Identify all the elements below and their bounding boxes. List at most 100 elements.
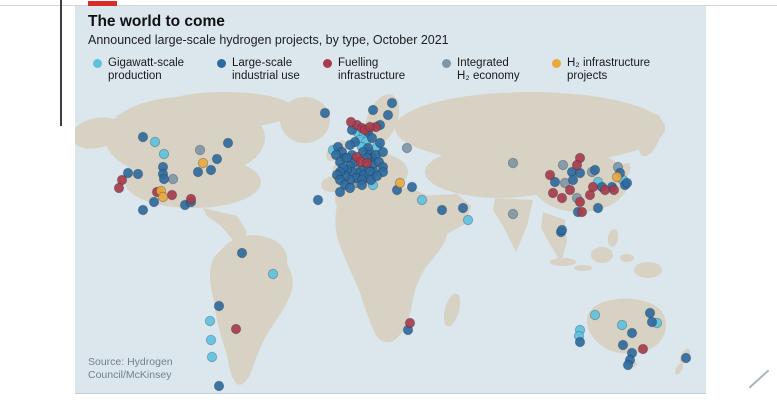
project-dot [194,144,206,156]
project-dot [592,202,604,214]
project-dot [166,189,178,201]
legend-label: Fuelling infrastructure [338,57,405,82]
legend-item-integrated-economy: Integrated H₂ economy [442,57,520,82]
project-dot [113,182,125,194]
chart-subtitle: Announced large-scale hydrogen projects,… [88,33,449,47]
project-dot [205,334,217,346]
landmass-philippines [607,229,619,247]
landmass-cuba [218,216,236,222]
legend-label-line2: H₂ economy [457,69,520,82]
landmass-africa [334,183,448,343]
project-dot [549,176,561,188]
project-dot [406,181,418,193]
legend-label-line2: production [108,69,162,82]
project-dot [236,247,248,259]
project-dot [626,327,638,339]
landmass-mexico [203,208,247,244]
project-dot [361,157,373,169]
project-dot [345,116,357,128]
project-dot [608,184,620,196]
source-note: Source: Hydrogen Council/McKinsey [88,356,173,382]
project-dot [386,97,398,109]
chart-title: The world to come [88,13,225,30]
landmass-greenland [280,97,330,143]
project-dot [158,173,170,185]
project-dot [557,159,569,171]
landmass-italy [371,184,385,208]
landmass-java [574,265,592,271]
project-dot [544,169,556,181]
project-dot [122,167,134,179]
project-dot [556,192,568,204]
accent-bar [88,1,117,7]
landmass-new-guinea [634,262,662,278]
source-line1: Source: Hydrogen [88,356,173,368]
corner-mark-artifact [748,369,770,389]
legend-label: Gigawatt-scale production [108,57,184,82]
project-dot [132,168,144,180]
project-dot [599,184,611,196]
project-dot [206,351,218,363]
project-dot [364,121,376,133]
project-dot [589,164,601,176]
project-dot [167,173,179,185]
project-dot [367,104,379,116]
legend-label-line1: Integrated [457,57,509,69]
landmass-china [532,152,628,212]
project-dot [374,137,386,149]
project-dot [621,177,633,189]
project-dot [230,323,242,335]
project-dot [344,182,356,194]
project-dot [137,131,149,143]
project-dot [617,339,629,351]
project-dot [571,159,583,171]
legend-label-line1: H₂ infrastructure [567,57,651,69]
landmass-sulawesi [620,254,634,262]
legend-label-line1: Large-scale [232,57,293,69]
project-dot [382,109,394,121]
project-dot [148,196,160,208]
landmass-arabia [419,194,471,234]
project-dot [366,132,378,144]
project-dot [197,157,209,169]
legend-label-line2: projects [567,69,608,82]
landmass-kamchatka [638,113,662,157]
project-dot [507,208,519,220]
landmass-arctic-canada [155,92,295,128]
project-dot [149,136,161,148]
landmass-madagascar [443,293,461,327]
legend-dot-industrial-use [217,59,226,68]
project-dot [334,186,346,198]
legend-item-gigawatt-production: Gigawatt-scale production [93,57,184,82]
legend-item-industrial-use: Large-scale industrial use [217,57,300,82]
project-dot [211,153,223,165]
project-dot [404,317,416,329]
project-dot [371,170,383,182]
project-dot [312,194,324,206]
legend-dot-h2-infrastructure [552,59,561,68]
legend-label: Integrated H₂ economy [457,57,520,82]
chart-card: The world to come Announced large-scale … [75,6,706,394]
legend-dot-gigawatt-production [93,59,102,68]
legend-dot-fuelling-infrastructure [323,59,332,68]
project-dot [547,187,559,199]
project-dot [205,164,217,176]
project-dot [567,174,579,186]
project-dot [356,179,368,191]
legend-label: Large-scale industrial use [232,57,300,82]
left-edge-artifact [60,0,62,126]
project-dot [213,380,225,392]
project-dot [457,202,469,214]
legend-item-fuelling-infrastructure: Fuelling infrastructure [323,57,405,82]
project-dot [213,300,225,312]
project-dot [185,193,197,205]
legend-label-line2: infrastructure [338,69,406,82]
project-dot [394,177,406,189]
landmasses [75,92,691,385]
project-dot [574,196,586,208]
project-dot [204,315,216,327]
project-dot [267,268,279,280]
project-dot [416,194,428,206]
project-dot [564,184,576,196]
landmass-borneo [591,247,613,263]
